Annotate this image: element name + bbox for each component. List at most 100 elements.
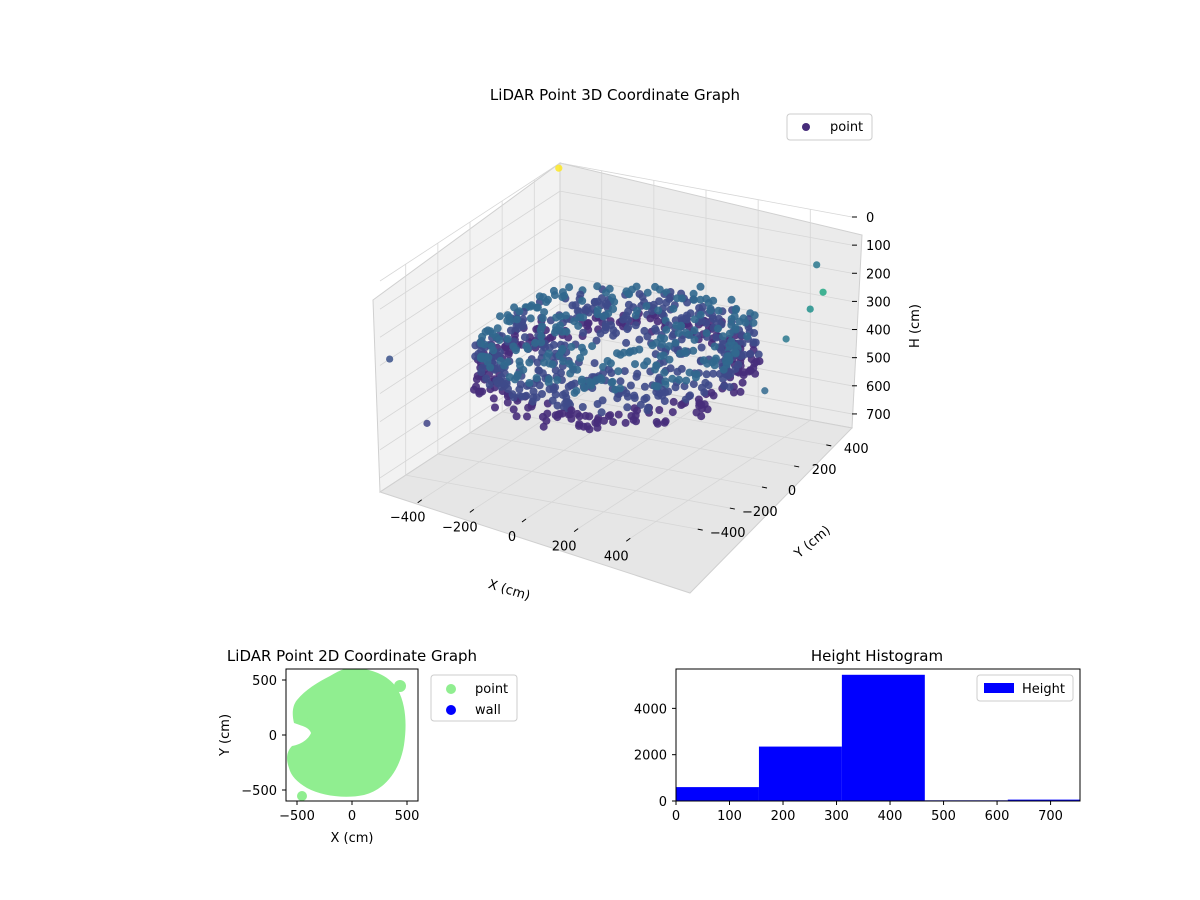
data-point-3d <box>725 383 734 392</box>
y-tick-label-2d: −500 <box>241 784 277 799</box>
data-point-3d <box>745 367 754 376</box>
data-point-3d <box>660 368 669 377</box>
data-point-3d <box>478 387 487 396</box>
data-point-3d <box>620 367 629 376</box>
data-point-3d <box>743 332 752 341</box>
data-point-3d <box>551 390 560 399</box>
data-point-3d <box>519 315 528 324</box>
data-point-3d <box>714 324 722 333</box>
data-point-3d <box>665 355 674 364</box>
data-point-3d <box>556 321 565 330</box>
x-tick-label: −400 <box>390 511 426 526</box>
data-point-3d <box>714 306 723 315</box>
data-point-3d <box>500 361 509 370</box>
data-point-3d <box>562 311 570 320</box>
y-tick-label: −200 <box>742 505 778 520</box>
data-point-3d <box>509 405 518 414</box>
x-tick-mark <box>469 508 475 513</box>
data-point-3d <box>648 341 657 350</box>
data-point-3d <box>671 338 680 347</box>
y-tick-label-hist: 2000 <box>634 749 667 764</box>
data-point-3d <box>529 387 538 396</box>
y-tick-label: 200 <box>812 463 837 478</box>
histogram-bars <box>676 674 1080 801</box>
data-point-3d <box>593 400 602 408</box>
x-tick-label-hist: 700 <box>1038 809 1063 824</box>
data-point-3d <box>558 293 567 302</box>
legend-histogram-box <box>976 674 1074 702</box>
data-point-3d <box>695 401 704 410</box>
data-point-3d <box>553 401 562 410</box>
y-tick-mark <box>697 528 703 531</box>
data-point-3d <box>692 370 701 379</box>
data-point-3d <box>557 368 565 377</box>
data-point-3d <box>709 369 718 378</box>
z-axis-label-3d: H (cm) <box>908 304 923 348</box>
axes-frame-histogram <box>675 668 1081 802</box>
x-tick-label-hist: 500 <box>931 809 956 824</box>
chart-2d: LiDAR Point 2D Coordinate Graph −500 0 500… <box>218 647 518 846</box>
histogram-bar <box>676 787 759 801</box>
data-point-3d <box>734 360 743 369</box>
data-point-3d <box>559 357 568 366</box>
data-point-3d <box>625 290 634 299</box>
data-point-3d <box>602 288 610 297</box>
data-point-3d <box>607 378 616 387</box>
data-point-3d <box>719 332 727 341</box>
data-point-3d <box>567 414 576 423</box>
data-point-3d <box>750 329 759 337</box>
data-point-3d <box>536 325 545 334</box>
data-point-3d <box>729 388 738 397</box>
data-point-3d <box>690 335 699 344</box>
grid-line <box>534 390 827 446</box>
data-point-3d <box>590 359 599 368</box>
data-point-3d <box>476 353 485 362</box>
histogram-ticks: 0 100 200 300 400 500 600 700 0 2000 4000 <box>634 702 1063 824</box>
data-point-3d <box>736 387 745 396</box>
data-point-3d <box>644 403 653 412</box>
x-tick-mark <box>521 518 527 523</box>
x-tick-label-hist: 400 <box>878 809 903 824</box>
z-tick-label: 200 <box>866 267 891 282</box>
data-point-3d-outlier <box>819 288 827 296</box>
legend-histogram-label: Height <box>1022 682 1065 697</box>
x-tick-mark <box>625 537 631 542</box>
data-point-3d <box>662 325 671 334</box>
data-point-3d <box>509 393 518 402</box>
grid-line <box>379 162 561 282</box>
legend-3d-box <box>786 113 873 141</box>
data-point-3d <box>498 379 506 388</box>
data-point-3d <box>673 294 682 303</box>
data-point-3d <box>512 372 521 381</box>
data-point-3d <box>709 296 718 305</box>
histogram-bar <box>841 674 925 801</box>
x-tick-label-hist: 0 <box>672 809 680 824</box>
data-point-3d <box>696 282 705 291</box>
point-blob-2d <box>297 791 307 801</box>
data-point-3d <box>735 317 744 326</box>
data-point-3d <box>727 295 736 304</box>
data-point-3d <box>697 412 706 421</box>
data-point-3d <box>738 378 747 387</box>
data-point-3d <box>588 342 597 351</box>
data-point-3d <box>661 388 670 397</box>
data-point-3d <box>731 306 740 314</box>
data-point-3d <box>515 307 524 316</box>
data-point-3d <box>522 342 531 351</box>
data-point-3d <box>682 376 691 385</box>
grid-line <box>379 247 561 366</box>
z-tick-label: 700 <box>866 408 891 423</box>
point-cloud-2d <box>287 669 406 801</box>
data-point-3d <box>749 318 758 327</box>
data-point-3d <box>539 422 548 431</box>
data-point-3d <box>608 293 617 302</box>
data-point-3d <box>553 376 562 384</box>
x-tick-label-hist: 200 <box>771 809 796 824</box>
data-point-3d <box>697 383 706 392</box>
data-point-3d <box>646 314 655 323</box>
data-point-3d <box>640 361 649 370</box>
data-point-3d <box>671 383 680 392</box>
data-point-3d <box>585 425 594 434</box>
data-point-3d <box>677 401 686 409</box>
